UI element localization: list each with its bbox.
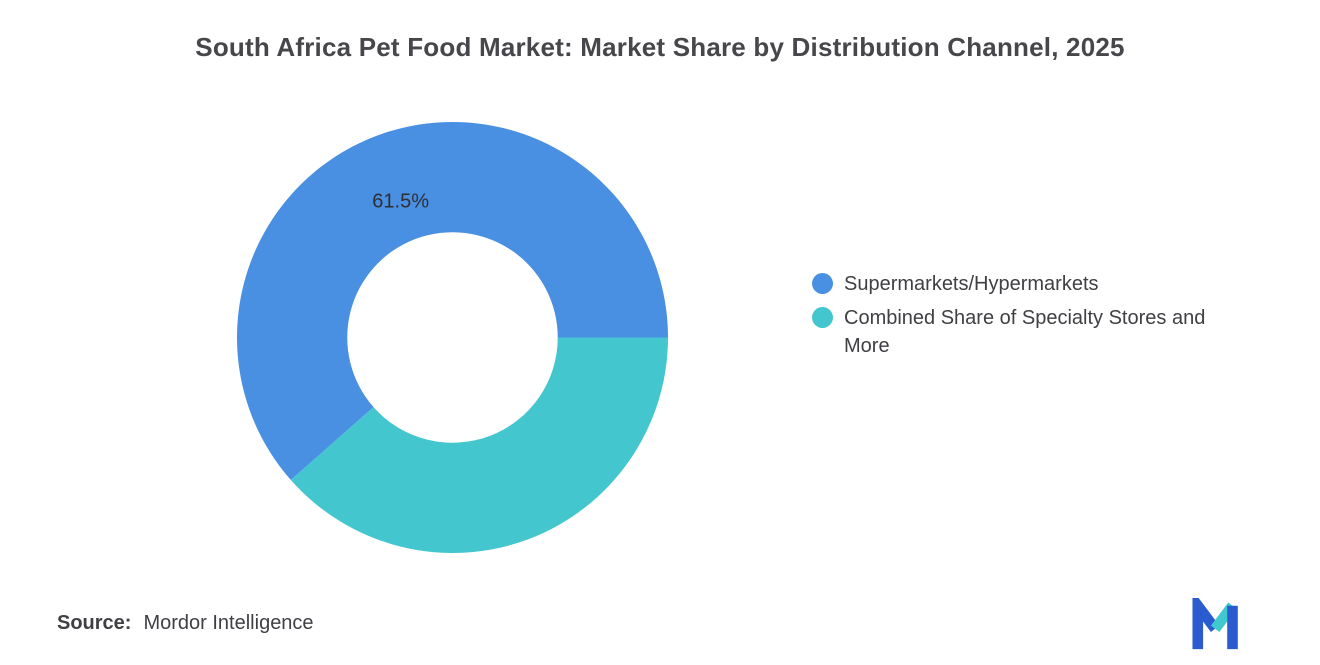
donut-slice-data-label: 61.5% bbox=[372, 190, 429, 212]
source-value: Mordor Intelligence bbox=[143, 612, 314, 634]
chart-title: South Africa Pet Food Market: Market Sha… bbox=[195, 32, 1125, 62]
donut-slice-1[interactable] bbox=[237, 122, 668, 481]
legend-item-specialty-stores[interactable]: Combined Share of Specialty Stores and M… bbox=[812, 304, 1257, 360]
legend-marker-supermarkets-icon bbox=[812, 273, 833, 294]
source-note: Source: Mordor Intelligence bbox=[57, 612, 314, 635]
chart-legend: Supermarkets/Hypermarkets Combined Share… bbox=[812, 270, 1257, 360]
legend-label-supermarkets: Supermarkets/Hypermarkets bbox=[844, 273, 1099, 295]
donut-chart: 61.5% bbox=[237, 122, 668, 553]
legend-label-specialty-stores: Combined Share of Specialty Stores and M… bbox=[844, 307, 1206, 357]
legend-item-supermarkets[interactable]: Supermarkets/Hypermarkets bbox=[812, 270, 1257, 298]
logo-left-stroke bbox=[1192, 598, 1220, 650]
donut-slice-2[interactable] bbox=[290, 337, 668, 553]
source-label: Source: bbox=[57, 612, 132, 634]
mordor-intelligence-logo bbox=[1192, 598, 1238, 650]
legend-marker-specialty-stores-icon bbox=[812, 307, 833, 328]
